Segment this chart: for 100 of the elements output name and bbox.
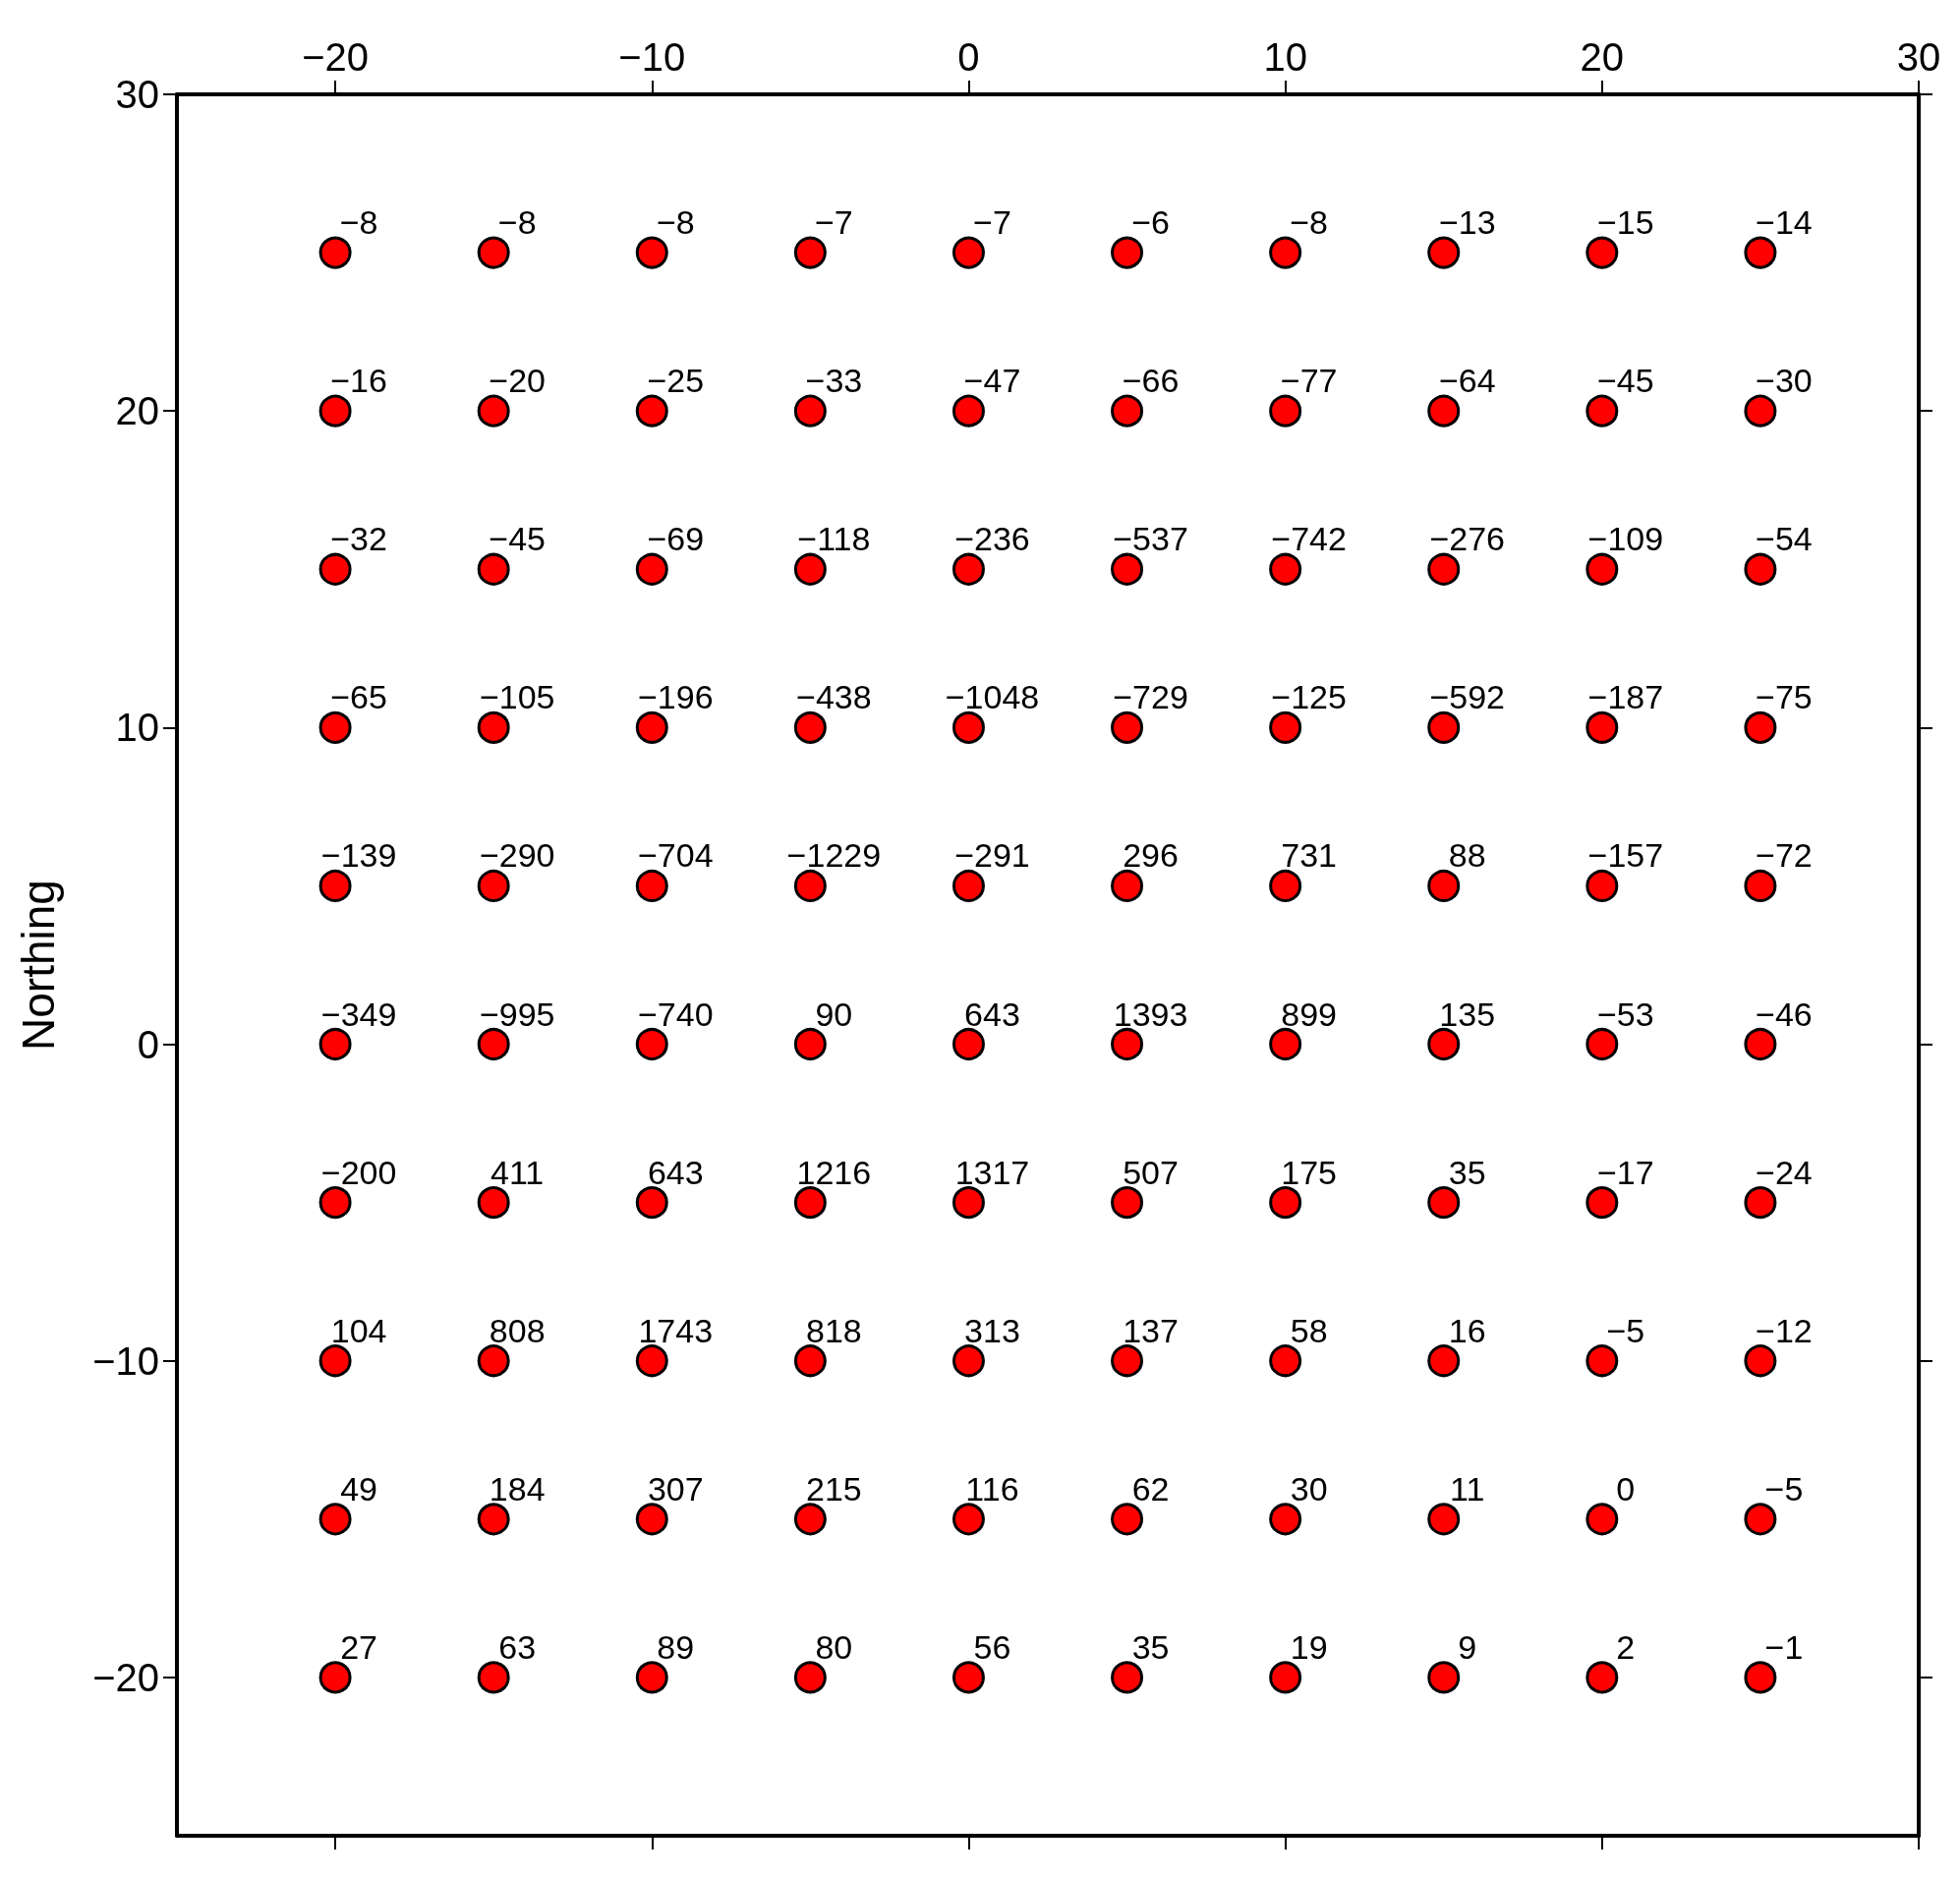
annotation: −53 [1596, 995, 1654, 1033]
annotation: −5 [1764, 1469, 1804, 1508]
annotation: −1229 [786, 836, 882, 875]
annotation: 35 [1448, 1153, 1486, 1191]
annotation: −72 [1756, 836, 1813, 875]
annotation: −105 [479, 678, 555, 716]
annotation: −139 [320, 836, 397, 875]
annotation: 56 [973, 1627, 1011, 1666]
annotation: 184 [489, 1469, 546, 1508]
annotation: −995 [479, 995, 555, 1033]
annotation: −349 [320, 995, 397, 1033]
annotation: 313 [964, 1311, 1020, 1349]
annotation: −77 [1280, 362, 1338, 400]
y-tick-label: 20 [115, 389, 159, 433]
annotation: −118 [797, 520, 871, 558]
annotation: 35 [1131, 1627, 1170, 1666]
annotation: 11 [1450, 1469, 1485, 1508]
y-tick-label: 30 [115, 73, 159, 116]
annotation: −54 [1756, 520, 1813, 558]
annotation: 507 [1123, 1153, 1179, 1191]
annotation: 1317 [954, 1153, 1030, 1191]
annotation: −47 [963, 362, 1021, 400]
annotation: −16 [330, 362, 387, 400]
annotation: 135 [1439, 995, 1496, 1033]
annotation: −8 [1290, 203, 1329, 242]
annotation: −236 [954, 520, 1030, 558]
annotation: −45 [489, 520, 547, 558]
annotation: −24 [1756, 1153, 1813, 1191]
annotation: 16 [1448, 1311, 1486, 1349]
x-tick-label: 10 [1263, 35, 1307, 79]
annotation: 58 [1290, 1311, 1328, 1349]
annotation: −8 [497, 203, 537, 242]
annotation: −438 [796, 678, 872, 716]
annotation: 1216 [796, 1153, 872, 1191]
y-axis-title: Northing [13, 880, 64, 1051]
annotation: −537 [1113, 520, 1188, 558]
annotation: −66 [1122, 362, 1180, 400]
annotation: 88 [1448, 836, 1486, 875]
annotation: 19 [1290, 1627, 1328, 1666]
annotation: −196 [637, 678, 714, 716]
annotation: −740 [637, 995, 714, 1033]
annotation: 80 [815, 1627, 853, 1666]
x-tick-label: −10 [618, 35, 686, 79]
annotation: 116 [965, 1469, 1019, 1508]
annotation: −64 [1438, 362, 1496, 400]
annotation: 49 [340, 1469, 377, 1508]
annotation: −8 [339, 203, 378, 242]
annotation: −592 [1429, 678, 1506, 716]
annotation: −30 [1756, 362, 1813, 400]
annotation: 90 [815, 995, 853, 1033]
annotation: 89 [657, 1627, 695, 1666]
y-tick-label: −20 [92, 1655, 159, 1699]
annotation: −8 [656, 203, 695, 242]
annotation: 30 [1290, 1469, 1328, 1508]
annotation: −200 [320, 1153, 397, 1191]
annotation: 307 [647, 1469, 704, 1508]
annotation: −742 [1271, 520, 1347, 558]
annotation: 296 [1123, 836, 1179, 875]
annotation: −17 [1596, 1153, 1654, 1191]
annotation: −45 [1596, 362, 1654, 400]
x-tick-label: −20 [302, 35, 370, 79]
annotation: −25 [647, 362, 705, 400]
annotation: −704 [637, 836, 714, 875]
annotation: −65 [330, 678, 387, 716]
annotation: −187 [1587, 678, 1664, 716]
annotation: 104 [330, 1311, 387, 1349]
annotation: −290 [479, 836, 555, 875]
annotation: 808 [489, 1311, 546, 1349]
annotation: −291 [954, 836, 1030, 875]
annotation: −14 [1756, 203, 1813, 242]
annotation: −7 [973, 203, 1011, 242]
annotation: 411 [490, 1153, 545, 1191]
annotation: −32 [330, 520, 387, 558]
annotation: 731 [1281, 836, 1337, 875]
annotation: 643 [647, 1153, 704, 1191]
annotation: 1393 [1113, 995, 1188, 1033]
annotation: −15 [1596, 203, 1654, 242]
annotation: 63 [498, 1627, 537, 1666]
annotation: 2 [1616, 1627, 1636, 1666]
annotation: −75 [1756, 678, 1813, 716]
annotation: 899 [1281, 995, 1337, 1033]
annotation: 27 [340, 1627, 377, 1666]
annotation: −13 [1438, 203, 1496, 242]
annotation: 1743 [638, 1311, 714, 1349]
x-tick-label: 20 [1580, 35, 1625, 79]
x-tick-label: 0 [957, 35, 980, 79]
annotation: −20 [489, 362, 547, 400]
y-tick-label: 10 [115, 706, 159, 750]
x-tick-label: 30 [1896, 35, 1941, 79]
annotation: 0 [1616, 1469, 1636, 1508]
annotation: −157 [1587, 836, 1664, 875]
annotation: 137 [1123, 1311, 1179, 1349]
annotation: −276 [1429, 520, 1506, 558]
annotation: 643 [964, 995, 1020, 1033]
annotation: −109 [1587, 520, 1664, 558]
annotation: −6 [1131, 203, 1170, 242]
annotation: 175 [1281, 1153, 1337, 1191]
annotation: 818 [806, 1311, 862, 1349]
annotation: −69 [647, 520, 705, 558]
y-tick-label: 0 [137, 1022, 159, 1066]
